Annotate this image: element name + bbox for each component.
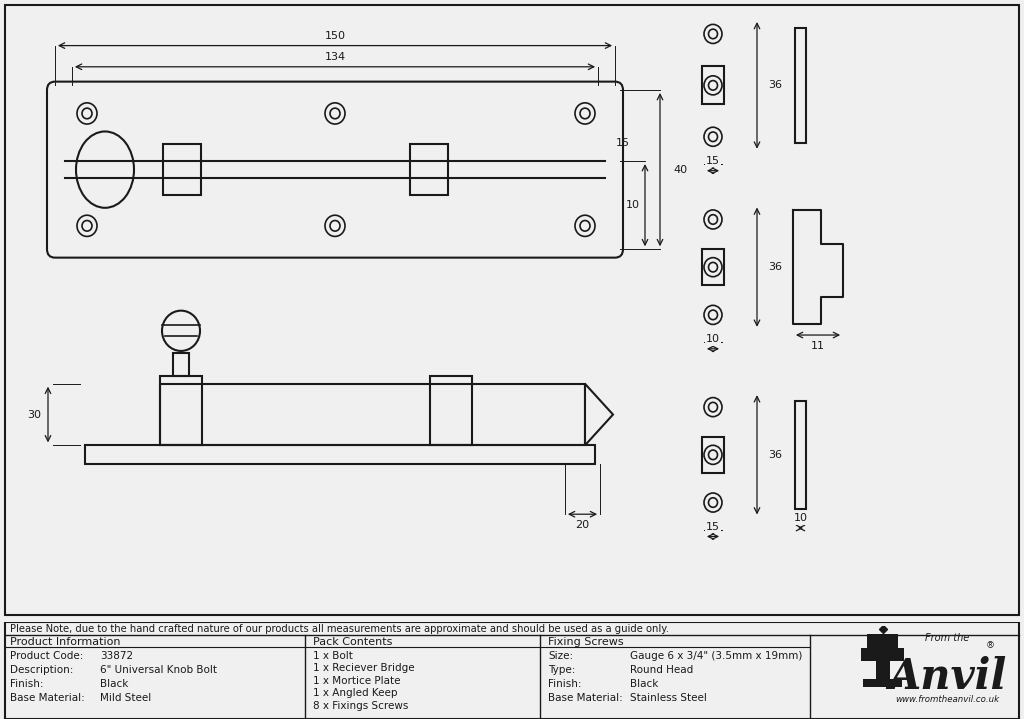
Text: Black: Black xyxy=(100,679,128,689)
Text: 1 x Reciever Bridge: 1 x Reciever Bridge xyxy=(313,664,415,674)
Polygon shape xyxy=(585,384,613,445)
Text: 10: 10 xyxy=(626,200,640,210)
Text: 11: 11 xyxy=(811,341,825,351)
Text: 1 x Bolt: 1 x Bolt xyxy=(313,651,353,661)
Text: Mild Steel: Mild Steel xyxy=(100,693,152,703)
Text: 15: 15 xyxy=(706,522,720,532)
Text: 36: 36 xyxy=(768,81,782,91)
Text: 33872: 33872 xyxy=(100,651,133,661)
Text: 8 x Fixings Screws: 8 x Fixings Screws xyxy=(313,701,409,711)
Polygon shape xyxy=(861,648,904,661)
Text: 6" Universal Knob Bolt: 6" Universal Knob Bolt xyxy=(100,665,217,675)
Bar xyxy=(85,445,595,464)
Text: 36: 36 xyxy=(768,450,782,460)
Text: From the: From the xyxy=(925,633,969,643)
Text: Base Material:: Base Material: xyxy=(10,693,85,703)
Text: Size:: Size: xyxy=(548,651,573,661)
Bar xyxy=(702,66,724,104)
Text: Stainless Steel: Stainless Steel xyxy=(630,693,707,703)
Bar xyxy=(795,27,806,143)
Polygon shape xyxy=(867,633,898,648)
Text: 36: 36 xyxy=(768,262,782,273)
Text: Product Code:: Product Code: xyxy=(10,651,83,661)
Bar xyxy=(163,145,201,195)
Bar xyxy=(430,376,472,445)
Text: 30: 30 xyxy=(27,410,41,420)
Bar xyxy=(702,249,724,285)
Text: www.fromtheanvil.co.uk: www.fromtheanvil.co.uk xyxy=(895,695,999,704)
Text: Description:: Description: xyxy=(10,665,74,675)
Text: Finish:: Finish: xyxy=(10,679,43,689)
Bar xyxy=(795,400,806,509)
Text: Anvil: Anvil xyxy=(888,656,1007,697)
Text: 15: 15 xyxy=(706,156,720,166)
Text: Please Note, due to the hand crafted nature of our products all measurements are: Please Note, due to the hand crafted nat… xyxy=(10,624,669,634)
Bar xyxy=(173,353,189,376)
Text: 134: 134 xyxy=(325,52,345,63)
Text: 20: 20 xyxy=(575,520,590,530)
Text: Base Material:: Base Material: xyxy=(548,693,623,703)
Polygon shape xyxy=(863,679,902,687)
Bar xyxy=(160,384,585,445)
Text: Type:: Type: xyxy=(548,665,575,675)
Bar xyxy=(160,376,202,445)
Bar xyxy=(702,437,724,473)
Text: 15: 15 xyxy=(616,138,630,148)
Text: Black: Black xyxy=(630,679,658,689)
Text: 1 x Mortice Plate: 1 x Mortice Plate xyxy=(313,676,400,686)
Text: Product Information: Product Information xyxy=(10,637,121,647)
Text: Round Head: Round Head xyxy=(630,665,693,675)
Text: ®: ® xyxy=(986,641,994,651)
Polygon shape xyxy=(876,661,890,679)
Text: Gauge 6 x 3/4" (3.5mm x 19mm): Gauge 6 x 3/4" (3.5mm x 19mm) xyxy=(630,651,803,661)
Text: 1 x Angled Keep: 1 x Angled Keep xyxy=(313,689,397,698)
Text: 10: 10 xyxy=(706,334,720,344)
Text: Fixing Screws: Fixing Screws xyxy=(548,637,624,647)
Text: Pack Contents: Pack Contents xyxy=(313,637,392,647)
Bar xyxy=(410,145,449,195)
Text: 10: 10 xyxy=(794,513,808,523)
Text: Finish:: Finish: xyxy=(548,679,582,689)
Text: 150: 150 xyxy=(325,31,345,41)
Text: 40: 40 xyxy=(673,165,687,175)
